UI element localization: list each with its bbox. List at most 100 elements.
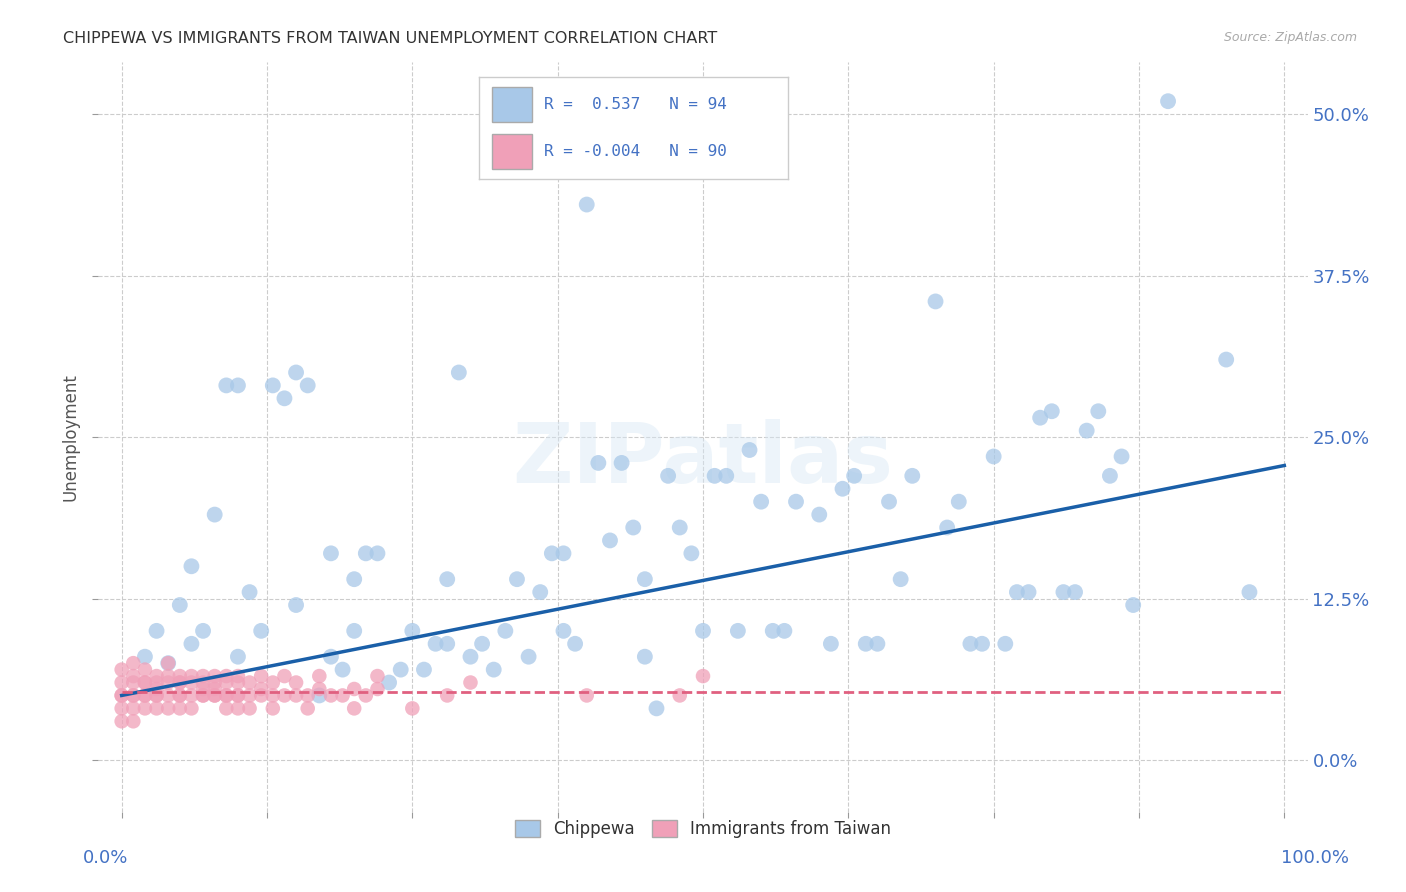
Point — [354, 546, 377, 560]
Point — [239, 689, 262, 703]
Point — [575, 197, 598, 211]
Point — [191, 624, 214, 638]
Point — [970, 637, 993, 651]
Point — [122, 669, 145, 683]
Y-axis label: Unemployment: Unemployment — [62, 373, 80, 501]
Text: ZIPatlas: ZIPatlas — [513, 419, 893, 500]
Point — [1215, 352, 1237, 367]
Point — [517, 649, 540, 664]
Point — [157, 701, 180, 715]
Point — [122, 714, 145, 729]
Point — [343, 701, 366, 715]
Point — [785, 494, 807, 508]
Text: 100.0%: 100.0% — [1281, 849, 1348, 867]
Point — [727, 624, 749, 638]
Point — [553, 624, 575, 638]
Point — [285, 598, 308, 612]
Point — [111, 663, 134, 677]
Point — [354, 689, 377, 703]
Point — [494, 624, 516, 638]
Point — [1157, 94, 1180, 108]
Point — [877, 494, 900, 508]
Point — [413, 663, 436, 677]
Point — [297, 701, 319, 715]
Point — [297, 689, 319, 703]
Point — [343, 572, 366, 586]
Point — [157, 656, 180, 670]
Point — [1005, 585, 1028, 599]
Point — [285, 675, 308, 690]
Point — [308, 669, 330, 683]
Point — [169, 689, 191, 703]
Point — [319, 689, 342, 703]
Point — [134, 675, 156, 690]
Point — [157, 675, 180, 690]
Point — [436, 689, 458, 703]
Point — [134, 701, 156, 715]
Point — [319, 649, 342, 664]
Point — [122, 675, 145, 690]
Point — [204, 508, 226, 522]
Point — [297, 378, 319, 392]
Point — [239, 585, 262, 599]
Point — [389, 663, 412, 677]
Point — [425, 637, 447, 651]
Point — [588, 456, 610, 470]
Point — [215, 689, 238, 703]
Point — [1052, 585, 1074, 599]
Point — [844, 468, 866, 483]
Point — [285, 366, 308, 380]
Point — [401, 624, 423, 638]
Point — [553, 546, 575, 560]
Point — [575, 689, 598, 703]
Point — [634, 572, 657, 586]
Point — [866, 637, 889, 651]
Point — [226, 675, 249, 690]
Text: Source: ZipAtlas.com: Source: ZipAtlas.com — [1223, 31, 1357, 45]
Point — [204, 669, 226, 683]
Point — [215, 689, 238, 703]
Point — [820, 637, 842, 651]
Point — [332, 689, 354, 703]
Point — [436, 572, 458, 586]
Point — [122, 689, 145, 703]
Point — [169, 701, 191, 715]
Point — [111, 689, 134, 703]
Point — [285, 689, 308, 703]
Point — [157, 669, 180, 683]
Point — [145, 624, 167, 638]
Point — [226, 649, 249, 664]
Point — [540, 546, 562, 560]
Point — [308, 689, 330, 703]
Point — [226, 701, 249, 715]
Point — [134, 649, 156, 664]
Point — [157, 689, 180, 703]
Point — [191, 681, 214, 696]
Point — [250, 689, 273, 703]
Point — [692, 624, 714, 638]
Point — [401, 701, 423, 715]
Point — [460, 675, 482, 690]
Point — [1040, 404, 1063, 418]
Text: CHIPPEWA VS IMMIGRANTS FROM TAIWAN UNEMPLOYMENT CORRELATION CHART: CHIPPEWA VS IMMIGRANTS FROM TAIWAN UNEMP… — [63, 31, 717, 46]
Point — [703, 468, 725, 483]
Point — [1076, 424, 1098, 438]
Point — [983, 450, 1005, 464]
Point — [215, 675, 238, 690]
Point — [215, 669, 238, 683]
Point — [145, 701, 167, 715]
Point — [111, 689, 134, 703]
Point — [191, 689, 214, 703]
Point — [122, 701, 145, 715]
Point — [239, 675, 262, 690]
Point — [1029, 410, 1052, 425]
Point — [773, 624, 796, 638]
Point — [145, 689, 167, 703]
Point — [191, 675, 214, 690]
Point — [250, 669, 273, 683]
Point — [366, 669, 388, 683]
Point — [239, 701, 262, 715]
Point — [204, 675, 226, 690]
Point — [621, 520, 644, 534]
Point — [564, 637, 586, 651]
